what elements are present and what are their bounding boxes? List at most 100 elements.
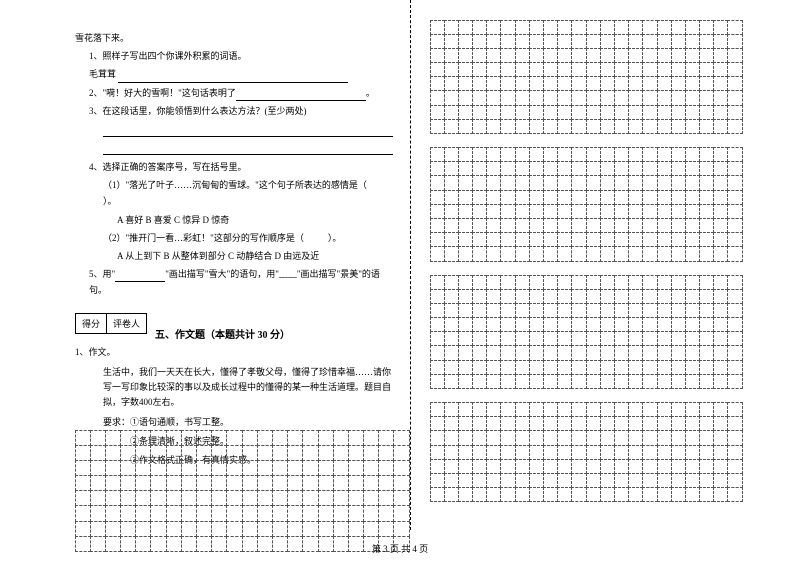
grid-cell[interactable]: [586, 147, 601, 162]
grid-cell[interactable]: [699, 204, 714, 219]
grid-cell[interactable]: [430, 20, 445, 35]
grid-cell[interactable]: [642, 275, 657, 290]
grid-cell[interactable]: [458, 232, 473, 247]
grid-cell[interactable]: [685, 360, 700, 375]
grid-cell[interactable]: [430, 76, 445, 91]
grid-cell[interactable]: [302, 475, 318, 491]
grid-cell[interactable]: [642, 175, 657, 190]
grid-cell[interactable]: [458, 416, 473, 431]
grid-cell[interactable]: [472, 218, 487, 233]
grid-cell[interactable]: [430, 232, 445, 247]
grid-cell[interactable]: [614, 62, 629, 77]
grid-cell[interactable]: [557, 90, 572, 105]
grid-cell[interactable]: [333, 521, 349, 537]
grid-cell[interactable]: [378, 445, 394, 461]
grid-cell[interactable]: [515, 402, 530, 417]
grid-cell[interactable]: [600, 48, 615, 63]
grid-cell[interactable]: [586, 48, 601, 63]
grid-cell[interactable]: [727, 402, 742, 417]
grid-cell[interactable]: [671, 430, 686, 445]
grid-cell[interactable]: [685, 402, 700, 417]
grid-cell[interactable]: [196, 430, 212, 446]
q2-blank[interactable]: [236, 90, 366, 101]
grid-cell[interactable]: [642, 459, 657, 474]
grid-cell[interactable]: [699, 430, 714, 445]
grid-cell[interactable]: [614, 289, 629, 304]
grid-cell[interactable]: [671, 317, 686, 332]
grid-cell[interactable]: [657, 331, 672, 346]
grid-cell[interactable]: [642, 473, 657, 488]
grid-cell[interactable]: [529, 76, 544, 91]
grid-cell[interactable]: [671, 161, 686, 176]
grid-cell[interactable]: [600, 459, 615, 474]
grid-cell[interactable]: [363, 521, 379, 537]
grid-cell[interactable]: [614, 487, 629, 502]
grid-cell[interactable]: [458, 303, 473, 318]
grid-cell[interactable]: [458, 445, 473, 460]
grid-cell[interactable]: [685, 487, 700, 502]
grid-cell[interactable]: [657, 175, 672, 190]
grid-cell[interactable]: [105, 490, 121, 506]
grid-cell[interactable]: [586, 20, 601, 35]
grid-cell[interactable]: [529, 175, 544, 190]
grid-cell[interactable]: [150, 490, 166, 506]
grid-cell[interactable]: [614, 90, 629, 105]
grid-cell[interactable]: [120, 505, 136, 521]
grid-cell[interactable]: [302, 490, 318, 506]
grid-cell[interactable]: [699, 175, 714, 190]
grid-cell[interactable]: [500, 76, 515, 91]
grid-cell[interactable]: [226, 445, 242, 461]
grid-cell[interactable]: [642, 487, 657, 502]
grid-cell[interactable]: [287, 521, 303, 537]
grid-cell[interactable]: [150, 505, 166, 521]
grid-cell[interactable]: [586, 76, 601, 91]
grid-cell[interactable]: [600, 430, 615, 445]
grid-cell[interactable]: [628, 90, 643, 105]
grid-cell[interactable]: [586, 62, 601, 77]
grid-cell[interactable]: [727, 331, 742, 346]
grid-cell[interactable]: [571, 190, 586, 205]
grid-cell[interactable]: [458, 360, 473, 375]
grid-cell[interactable]: [671, 402, 686, 417]
grid-cell[interactable]: [586, 487, 601, 502]
grid-cell[interactable]: [571, 48, 586, 63]
grid-cell[interactable]: [458, 317, 473, 332]
grid-cell[interactable]: [586, 232, 601, 247]
grid-cell[interactable]: [257, 445, 273, 461]
grid-cell[interactable]: [90, 430, 106, 446]
grid-cell[interactable]: [628, 232, 643, 247]
grid-cell[interactable]: [543, 204, 558, 219]
grid-cell[interactable]: [657, 473, 672, 488]
grid-cell[interactable]: [543, 416, 558, 431]
grid-cell[interactable]: [571, 317, 586, 332]
grid-cell[interactable]: [713, 331, 728, 346]
grid-cell[interactable]: [628, 317, 643, 332]
grid-cell[interactable]: [75, 521, 91, 537]
grid-cell[interactable]: [642, 34, 657, 49]
grid-cell[interactable]: [363, 505, 379, 521]
grid-cell[interactable]: [557, 76, 572, 91]
grid-cell[interactable]: [628, 473, 643, 488]
grid-cell[interactable]: [543, 345, 558, 360]
grid-cell[interactable]: [458, 119, 473, 134]
grid-cell[interactable]: [472, 161, 487, 176]
grid-cell[interactable]: [181, 475, 197, 491]
grid-cell[interactable]: [529, 105, 544, 120]
grid-cell[interactable]: [181, 445, 197, 461]
grid-cell[interactable]: [713, 20, 728, 35]
grid-cell[interactable]: [472, 90, 487, 105]
grid-cell[interactable]: [614, 459, 629, 474]
grid-cell[interactable]: [472, 76, 487, 91]
grid-cell[interactable]: [529, 303, 544, 318]
grid-cell[interactable]: [529, 317, 544, 332]
grid-cell[interactable]: [486, 62, 501, 77]
grid-cell[interactable]: [699, 303, 714, 318]
grid-cell[interactable]: [472, 331, 487, 346]
grid-cell[interactable]: [642, 430, 657, 445]
grid-cell[interactable]: [333, 460, 349, 476]
grid-cell[interactable]: [318, 475, 334, 491]
grid-cell[interactable]: [614, 473, 629, 488]
grid-cell[interactable]: [515, 374, 530, 389]
grid-cell[interactable]: [257, 430, 273, 446]
grid-cell[interactable]: [657, 204, 672, 219]
